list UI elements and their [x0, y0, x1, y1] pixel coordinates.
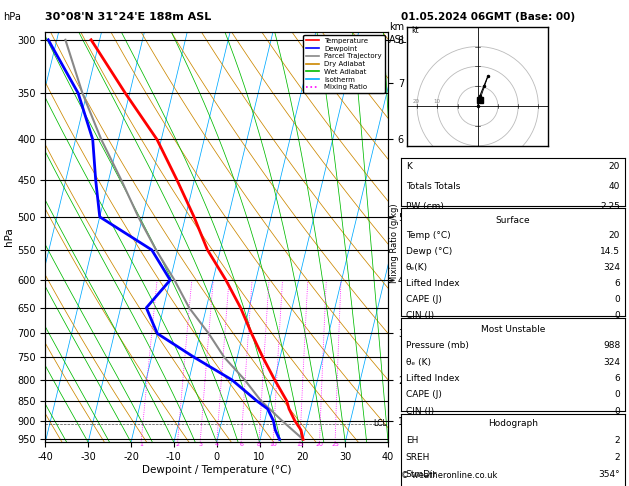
Text: 15: 15 — [296, 442, 304, 447]
Text: Dewp (°C): Dewp (°C) — [406, 247, 452, 256]
Text: 2: 2 — [175, 442, 179, 447]
Text: Temp (°C): Temp (°C) — [406, 231, 450, 241]
Text: 20: 20 — [413, 99, 420, 104]
Text: 6: 6 — [615, 374, 620, 383]
Text: hPa: hPa — [3, 12, 21, 22]
Text: kt: kt — [411, 26, 419, 35]
Text: 30°08'N 31°24'E 188m ASL: 30°08'N 31°24'E 188m ASL — [45, 12, 211, 22]
Text: 40: 40 — [609, 182, 620, 191]
Text: 8: 8 — [257, 442, 261, 447]
Text: θₑ (K): θₑ (K) — [406, 358, 431, 366]
X-axis label: Dewpoint / Temperature (°C): Dewpoint / Temperature (°C) — [142, 465, 291, 475]
Text: CAPE (J): CAPE (J) — [406, 390, 442, 399]
Text: θₑ(K): θₑ(K) — [406, 263, 428, 272]
Text: 4: 4 — [214, 442, 219, 447]
Text: StmDir: StmDir — [406, 470, 437, 479]
Text: 3: 3 — [198, 442, 202, 447]
Text: PW (cm): PW (cm) — [406, 202, 443, 211]
Text: 0: 0 — [615, 406, 620, 416]
Text: 6: 6 — [239, 442, 243, 447]
Text: 0: 0 — [615, 390, 620, 399]
Text: 324: 324 — [603, 358, 620, 366]
Text: 10: 10 — [433, 99, 440, 104]
Text: 2.25: 2.25 — [600, 202, 620, 211]
Text: Lifted Index: Lifted Index — [406, 279, 459, 288]
Text: K: K — [406, 162, 411, 171]
Text: 1: 1 — [139, 442, 143, 447]
Text: 6: 6 — [615, 279, 620, 288]
Text: 2: 2 — [615, 436, 620, 445]
Text: Surface: Surface — [496, 216, 530, 225]
Text: Lifted Index: Lifted Index — [406, 374, 459, 383]
Text: 0: 0 — [615, 295, 620, 304]
Text: 20: 20 — [609, 231, 620, 241]
Text: 2: 2 — [615, 453, 620, 462]
Text: CAPE (J): CAPE (J) — [406, 295, 442, 304]
Text: 14.5: 14.5 — [600, 247, 620, 256]
Text: CIN (J): CIN (J) — [406, 406, 434, 416]
Text: 01.05.2024 06GMT (Base: 00): 01.05.2024 06GMT (Base: 00) — [401, 12, 575, 22]
Text: EH: EH — [406, 436, 418, 445]
Text: ASL: ASL — [389, 35, 408, 45]
Text: 354°: 354° — [599, 470, 620, 479]
Text: LCL: LCL — [374, 419, 387, 428]
Text: SREH: SREH — [406, 453, 430, 462]
Text: 988: 988 — [603, 341, 620, 350]
Legend: Temperature, Dewpoint, Parcel Trajectory, Dry Adiabat, Wet Adiabat, Isotherm, Mi: Temperature, Dewpoint, Parcel Trajectory… — [303, 35, 384, 93]
Text: 10: 10 — [269, 442, 277, 447]
Text: 25: 25 — [331, 442, 339, 447]
Text: 20: 20 — [316, 442, 323, 447]
Text: km: km — [389, 22, 404, 32]
Text: Hodograph: Hodograph — [488, 419, 538, 428]
Text: 20: 20 — [609, 162, 620, 171]
Y-axis label: hPa: hPa — [4, 227, 14, 246]
Text: 0: 0 — [615, 311, 620, 319]
Text: CIN (J): CIN (J) — [406, 311, 434, 319]
Text: 324: 324 — [603, 263, 620, 272]
Text: Pressure (mb): Pressure (mb) — [406, 341, 469, 350]
Text: Totals Totals: Totals Totals — [406, 182, 460, 191]
Text: Mixing Ratio (g/kg): Mixing Ratio (g/kg) — [390, 203, 399, 283]
Text: Most Unstable: Most Unstable — [481, 325, 545, 334]
Text: © weatheronline.co.uk: © weatheronline.co.uk — [401, 471, 498, 480]
